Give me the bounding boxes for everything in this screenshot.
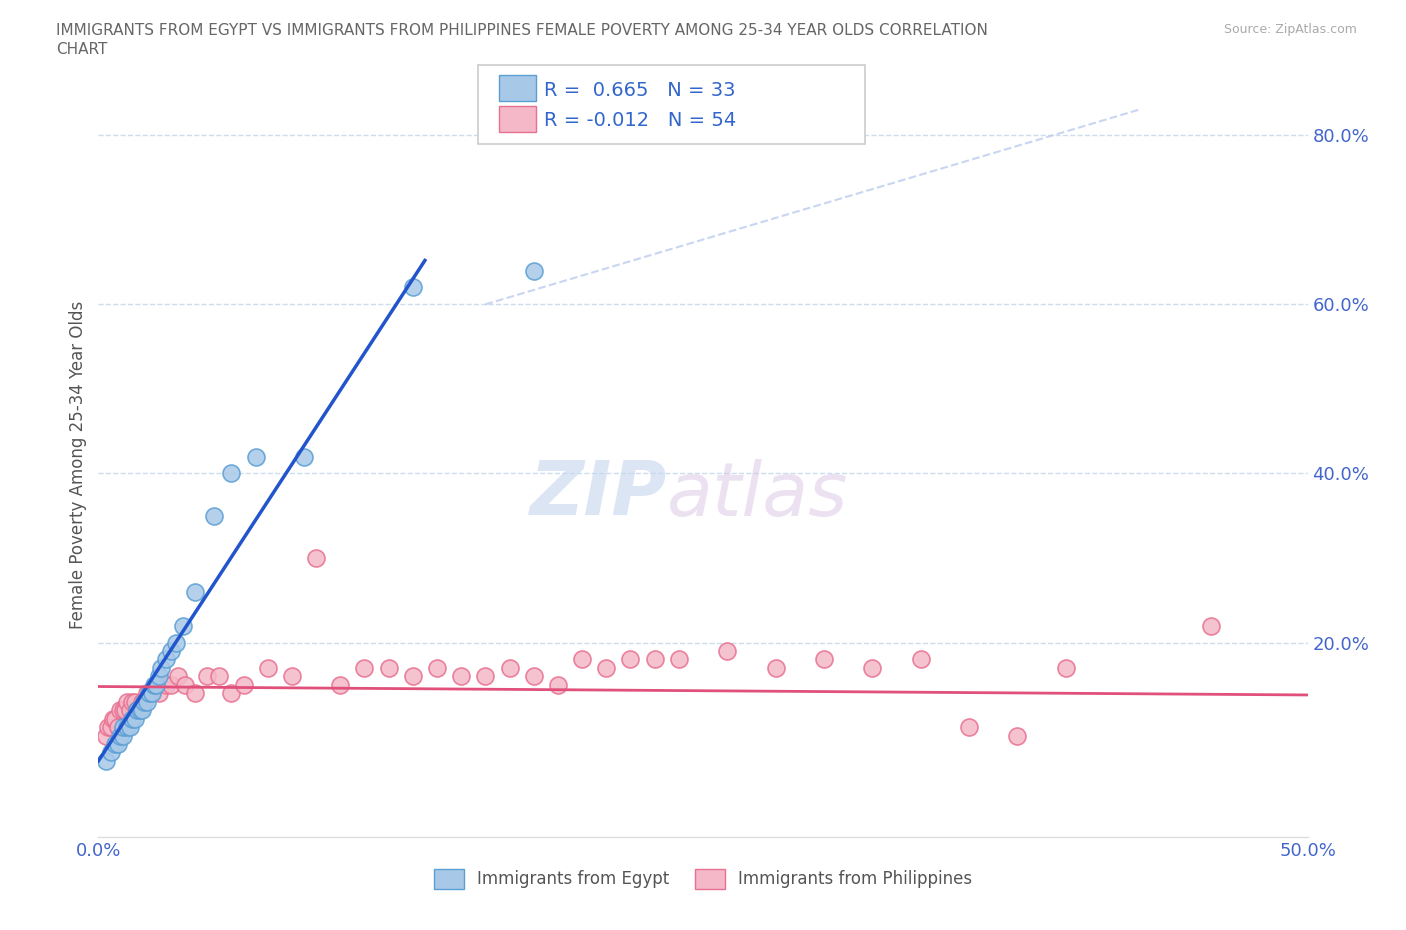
Point (148, 685, 170, 700)
Point (108, 703, 131, 718)
Point (813, 652, 835, 667)
Point (100, 720, 122, 735)
Text: Source: ZipAtlas.com: Source: ZipAtlas.com (1223, 23, 1357, 36)
Point (107, 737, 129, 751)
Point (1199, 618, 1222, 633)
Point (94, 753, 117, 768)
Text: IMMIGRANTS FROM EGYPT VS IMMIGRANTS FROM PHILIPPINES FEMALE POVERTY AMONG 25-34 : IMMIGRANTS FROM EGYPT VS IMMIGRANTS FROM… (56, 23, 988, 38)
Point (957, 720, 980, 735)
Point (426, 660, 449, 675)
Text: R = -0.012   N = 54: R = -0.012 N = 54 (544, 112, 737, 130)
Point (644, 652, 666, 667)
Point (141, 685, 163, 700)
Point (148, 669, 170, 684)
Point (402, 280, 425, 295)
Point (167, 669, 190, 684)
Point (281, 669, 304, 684)
Point (117, 720, 139, 735)
Point (121, 711, 143, 726)
Point (256, 660, 278, 675)
Point (165, 635, 187, 650)
Point (523, 263, 546, 278)
Point (329, 677, 352, 692)
Point (402, 669, 425, 684)
Point (107, 720, 129, 735)
Point (523, 669, 546, 684)
Point (208, 669, 231, 684)
Point (450, 669, 472, 684)
Point (245, 449, 267, 464)
Point (128, 703, 150, 718)
Point (155, 677, 177, 692)
Point (111, 728, 134, 743)
Point (221, 685, 243, 700)
Point (155, 652, 177, 667)
Point (124, 711, 146, 726)
Point (571, 652, 593, 667)
Text: ZIP: ZIP (530, 458, 666, 531)
Point (97, 720, 120, 735)
Text: atlas: atlas (666, 458, 848, 531)
Point (619, 652, 641, 667)
Point (135, 695, 157, 710)
Point (160, 677, 183, 692)
Point (104, 711, 127, 726)
Point (114, 703, 136, 718)
Point (184, 685, 207, 700)
Point (668, 652, 690, 667)
Point (716, 644, 738, 658)
Point (131, 695, 153, 710)
Point (111, 720, 134, 735)
Point (1007, 728, 1029, 743)
Point (101, 711, 124, 726)
Point (910, 652, 932, 667)
Point (160, 644, 183, 658)
Point (498, 660, 520, 675)
Point (195, 669, 218, 684)
Point (143, 677, 166, 692)
Point (547, 677, 569, 692)
Point (172, 618, 194, 633)
Point (124, 695, 146, 710)
Point (127, 703, 149, 718)
Point (474, 669, 496, 684)
Text: CHART: CHART (56, 42, 108, 57)
Point (118, 720, 141, 735)
Point (860, 660, 883, 675)
Point (127, 703, 149, 718)
Point (292, 449, 315, 464)
Point (94, 728, 117, 743)
Point (353, 660, 375, 675)
Point (221, 466, 243, 481)
Point (134, 695, 156, 710)
Point (121, 695, 143, 710)
Point (117, 695, 139, 710)
Legend: Immigrants from Egypt, Immigrants from Philippines: Immigrants from Egypt, Immigrants from P… (427, 862, 979, 896)
Point (150, 660, 173, 675)
Point (138, 685, 160, 700)
Y-axis label: Female Poverty Among 25-34 Year Olds: Female Poverty Among 25-34 Year Olds (69, 301, 87, 629)
Point (377, 660, 399, 675)
Point (765, 660, 787, 675)
Point (135, 685, 157, 700)
Point (104, 737, 127, 751)
Point (118, 703, 141, 718)
Point (108, 728, 131, 743)
Point (305, 551, 328, 565)
Point (141, 685, 163, 700)
Text: R =  0.665   N = 33: R = 0.665 N = 33 (544, 81, 735, 100)
Point (174, 677, 197, 692)
Point (204, 509, 226, 524)
Point (145, 677, 167, 692)
Point (1054, 660, 1077, 675)
Point (184, 584, 207, 599)
Point (111, 703, 134, 718)
Point (595, 660, 617, 675)
Point (232, 677, 254, 692)
Point (100, 745, 122, 760)
Point (131, 703, 153, 718)
